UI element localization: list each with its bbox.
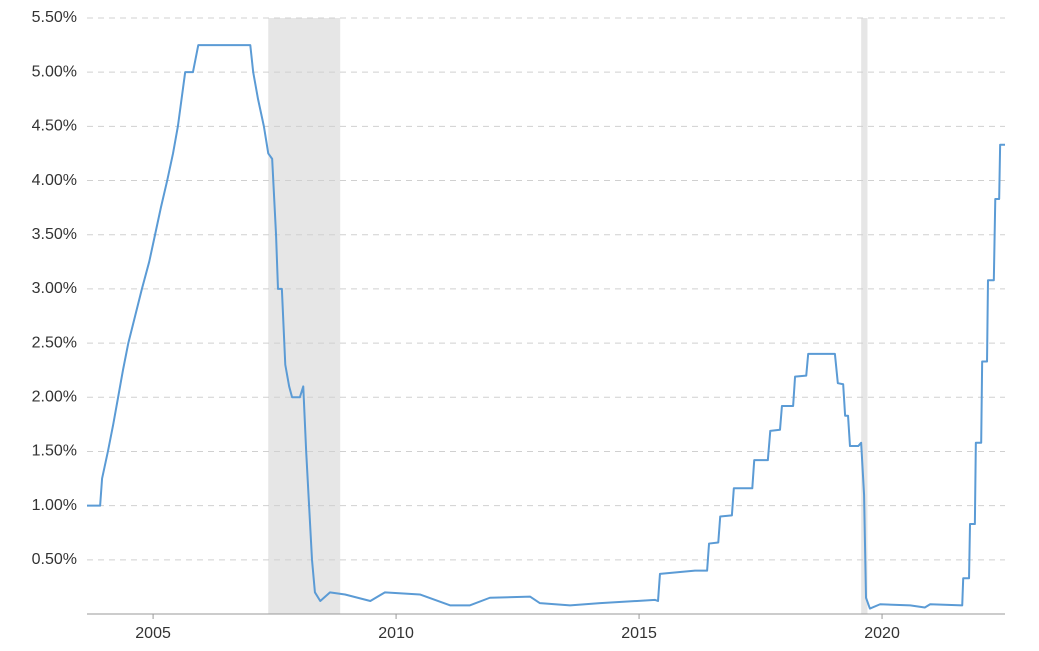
y-tick-label: 2.00%: [32, 388, 77, 405]
x-tick-label: 2010: [378, 625, 414, 642]
y-tick-label: 5.50%: [32, 9, 77, 26]
y-tick-label: 0.50%: [32, 551, 77, 568]
x-tick-label: 2020: [864, 625, 900, 642]
y-tick-label: 4.00%: [32, 172, 77, 189]
x-tick-label: 2015: [621, 625, 657, 642]
rate-line: [87, 44, 1005, 610]
y-tick-label: 3.50%: [32, 226, 77, 243]
y-tick-label: 5.00%: [32, 63, 77, 80]
y-tick-label: 1.00%: [32, 497, 77, 514]
y-tick-label: 4.50%: [32, 118, 77, 135]
recession-band: [268, 18, 341, 614]
recession-band: [861, 18, 868, 614]
x-tick-label: 2005: [135, 625, 171, 642]
y-tick-label: 1.50%: [32, 443, 77, 460]
y-tick-label: 2.50%: [32, 334, 77, 351]
y-tick-label: 3.00%: [32, 280, 77, 297]
